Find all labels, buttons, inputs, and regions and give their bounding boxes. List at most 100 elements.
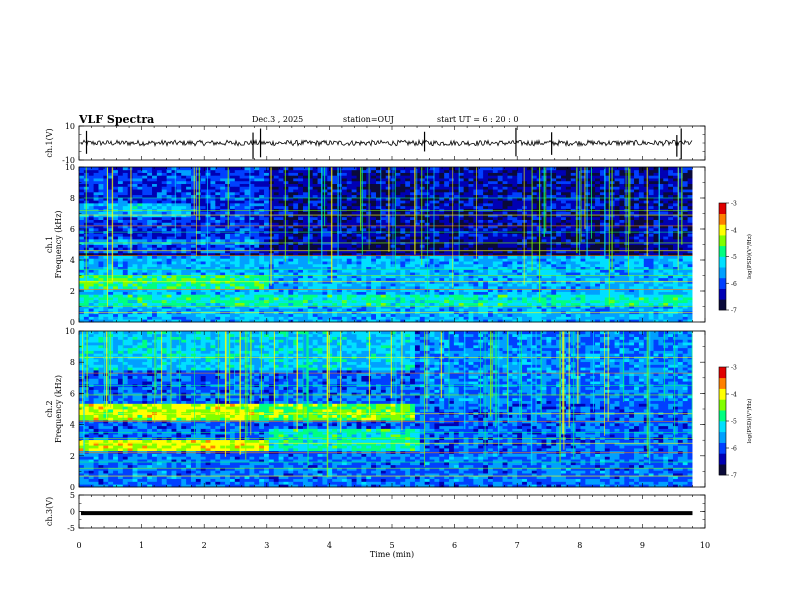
spectrogram-cell bbox=[142, 286, 148, 290]
spectrogram-cell bbox=[142, 250, 148, 254]
spectrogram-cell bbox=[278, 263, 284, 268]
spectrogram-cell bbox=[122, 194, 129, 198]
spectrogram-cell bbox=[190, 319, 197, 323]
spectrogram-cell bbox=[346, 263, 353, 268]
spectrogram-cell bbox=[395, 305, 401, 309]
spectrogram-cell bbox=[478, 189, 484, 193]
spectrogram-cell bbox=[137, 272, 143, 276]
spectrogram-cell bbox=[302, 319, 309, 323]
spectrogram-cell bbox=[492, 180, 499, 185]
spectrogram-cell bbox=[483, 205, 489, 209]
spectrogram-cell bbox=[497, 214, 503, 218]
spectrogram-cell bbox=[147, 305, 153, 309]
spectrogram-cell bbox=[278, 180, 284, 185]
spectrogram-cell bbox=[190, 305, 197, 309]
spectrogram-cell bbox=[380, 200, 387, 204]
spectrogram-cell bbox=[205, 211, 211, 215]
spectrogram-cell bbox=[410, 283, 416, 287]
spectrogram-cell bbox=[458, 167, 465, 171]
spectrogram-cell bbox=[449, 252, 455, 256]
spectrogram-cell bbox=[93, 225, 99, 229]
spectrogram-cell bbox=[225, 299, 231, 304]
spectrogram-cell bbox=[283, 269, 289, 273]
spectrogram-cell bbox=[220, 283, 226, 287]
spectrogram-cell bbox=[317, 272, 323, 276]
spectrogram-cell bbox=[341, 211, 348, 215]
spectrogram-cell bbox=[244, 291, 250, 295]
spectrogram-cell bbox=[79, 197, 85, 201]
spectrogram-cell bbox=[497, 194, 503, 198]
spectrogram-cell bbox=[190, 244, 197, 248]
spectrogram-cell bbox=[410, 252, 416, 256]
spectrogram-cell bbox=[200, 294, 206, 298]
spectrogram-cell bbox=[361, 313, 367, 317]
spectrogram-cell bbox=[200, 222, 206, 226]
spectrogram-cell bbox=[200, 233, 206, 237]
spectrogram-cell bbox=[161, 189, 168, 193]
spectrogram-cell bbox=[380, 197, 387, 201]
spectrogram-cell bbox=[156, 247, 163, 251]
spectrogram-cell bbox=[273, 191, 280, 196]
spectrogram-cell bbox=[186, 291, 192, 295]
spectrogram-cell bbox=[171, 269, 177, 273]
spectrogram-cell bbox=[254, 236, 260, 240]
spectrogram-cell bbox=[410, 227, 416, 232]
spectrogram-cell bbox=[302, 294, 309, 298]
spectrogram-cell bbox=[478, 227, 484, 232]
spectrogram-cell bbox=[278, 236, 284, 240]
spectrogram-cell bbox=[200, 258, 206, 262]
spectrogram-cell bbox=[483, 313, 489, 317]
spectrogram-cell bbox=[444, 252, 450, 256]
spectrogram-cell bbox=[210, 316, 216, 320]
spectrogram-cell bbox=[453, 272, 460, 276]
spectrogram-cell bbox=[298, 169, 304, 173]
spectrogram-cell bbox=[444, 291, 450, 295]
spectrogram-cell bbox=[166, 319, 172, 323]
spectrogram-cell bbox=[298, 202, 304, 207]
spectrogram-cell bbox=[351, 261, 357, 265]
spectrogram-cell bbox=[127, 225, 133, 229]
spectrogram-cell bbox=[410, 216, 416, 220]
spectrogram-cell bbox=[302, 186, 309, 190]
spectrogram-cell bbox=[152, 283, 158, 287]
spectrogram-cell bbox=[166, 169, 172, 173]
spectrogram-cell bbox=[346, 175, 353, 179]
spectrogram-cell bbox=[79, 194, 85, 198]
spectrogram-cell bbox=[390, 277, 396, 281]
spectrogram-cell bbox=[439, 294, 445, 298]
spectrogram-cell bbox=[439, 286, 445, 290]
spectrogram-cell bbox=[439, 297, 445, 301]
spectrogram-cell bbox=[288, 197, 294, 201]
spectrogram-cell bbox=[293, 308, 299, 312]
spectrogram-cell bbox=[380, 286, 387, 290]
spectrogram-cell bbox=[229, 216, 236, 220]
spectrogram-cell bbox=[156, 291, 163, 295]
spectrogram-cell bbox=[458, 175, 465, 179]
spectrogram-cell bbox=[215, 308, 221, 312]
spectrogram-cell bbox=[356, 236, 362, 240]
spectrogram-cell bbox=[190, 236, 197, 240]
spectrogram-cell bbox=[108, 214, 114, 218]
spectrogram-cell bbox=[88, 255, 95, 259]
spectrogram-cell bbox=[249, 313, 255, 317]
spectrogram-cell bbox=[152, 227, 158, 232]
spectrogram-cell bbox=[93, 189, 99, 193]
spectrogram-cell bbox=[264, 205, 270, 209]
spectrogram-cell bbox=[468, 299, 474, 304]
spectrogram-cell bbox=[429, 250, 435, 254]
spectrogram-cell bbox=[439, 169, 445, 173]
spectrogram-cell bbox=[410, 261, 416, 265]
spectrogram-cell bbox=[337, 197, 343, 201]
spectrogram-cell bbox=[142, 263, 148, 268]
spectrogram-cell bbox=[249, 222, 255, 226]
spectrogram-cell bbox=[132, 238, 138, 243]
spectrogram-cell bbox=[405, 277, 411, 281]
spectrogram-cell bbox=[278, 291, 284, 295]
spectrogram-cell bbox=[385, 255, 392, 259]
spectrogram-cell bbox=[400, 214, 406, 218]
spectrogram-cell bbox=[483, 247, 489, 251]
spectrogram-cell bbox=[405, 214, 411, 218]
spectrogram-cell bbox=[268, 305, 275, 309]
spectrogram-cell bbox=[259, 214, 265, 218]
spectrogram-cell bbox=[439, 272, 445, 276]
